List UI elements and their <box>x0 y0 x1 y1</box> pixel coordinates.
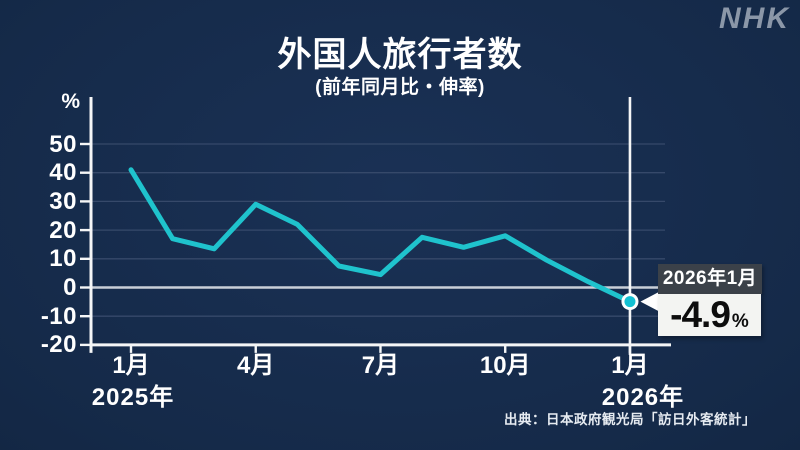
callout-unit: % <box>731 311 749 332</box>
x-tick-label: 1月 <box>611 352 649 379</box>
y-tick-label: 40 <box>49 159 77 187</box>
data-point-marker-core <box>624 296 636 308</box>
data-line <box>128 167 633 305</box>
x-tick-label: 7月 <box>361 352 400 379</box>
x-tick-label: 1月 <box>112 352 150 379</box>
callout-value: -4.9 <box>670 294 731 335</box>
chart-subtitle: (前年同月比・伸率) <box>315 77 485 98</box>
year-label: 2026年 <box>601 384 685 411</box>
x-tick-label: 4月 <box>237 352 275 379</box>
y-tick-label: 20 <box>49 216 77 244</box>
y-tick-label: -20 <box>40 331 77 359</box>
callout-date-label: 2026年1月 <box>658 264 762 294</box>
y-tick-label: 30 <box>49 187 77 215</box>
y-tick-label: 50 <box>49 130 77 158</box>
y-tick-label: 10 <box>49 245 77 273</box>
callout-value-box: -4.9 % <box>658 294 761 336</box>
y-tick-label: -10 <box>40 302 77 330</box>
y-axis-unit-label: % <box>61 90 80 113</box>
y-tick-label: 0 <box>63 274 77 301</box>
x-tick-label: 10月 <box>479 352 531 379</box>
nhk-logo: NHK <box>719 2 790 35</box>
source-attribution: 出典：日本政府観光局「訪日外客統計」 <box>504 412 756 427</box>
year-label: 2025年 <box>91 384 175 411</box>
chart-title: 外国人旅行者数 <box>277 36 523 74</box>
callout-pointer <box>640 291 660 312</box>
